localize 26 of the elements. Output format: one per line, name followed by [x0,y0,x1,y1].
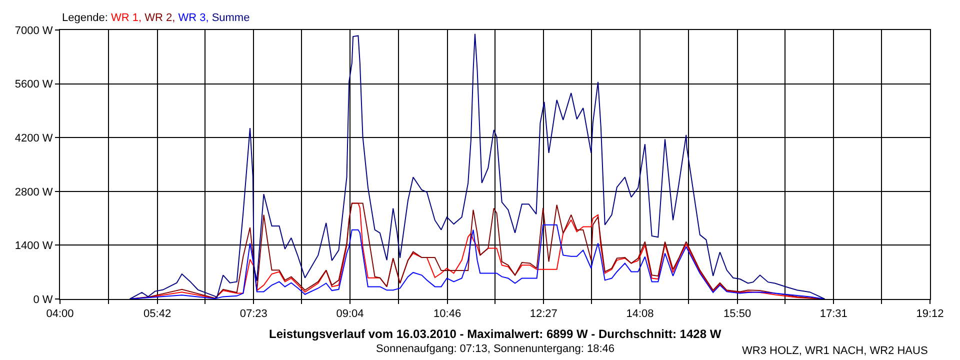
x-tick-label: 09:04 [336,308,364,320]
text: WR3 HOLZ, WR1 NACH, WR2 HAUS [742,345,928,357]
text: WR 3, [178,12,209,24]
text: Leistungsverlauf vom 16.03.2010 - Maximalwert: 6899 W - Durchschnitt: 1428 W [269,327,722,341]
text: Sonnenaufgang: 07:13, Sonnenuntergang: 18:46 [376,343,615,355]
y-tick-label: 7000 W [14,24,54,37]
y-tick-label: 0 W [33,294,54,306]
x-tick-label: 15:50 [724,308,752,320]
text: WR 2, [144,12,176,24]
text: WR 1, [110,12,142,24]
line-series [129,33,826,299]
x-tick-label: 05:42 [144,308,172,320]
x-tick-label: 12:27 [530,308,558,320]
y-tick-label: 1400 W [14,240,54,252]
y-tick-label: 5600 W [14,78,54,91]
y-tick-label: 4200 W [14,132,54,144]
line-series [129,224,826,299]
x-tick-label: 10:46 [434,308,462,320]
x-tick-label: 14:08 [626,308,654,320]
x-tick-label: 07:23 [240,308,268,320]
x-tick-label: 17:31 [820,308,848,320]
x-tick-label: 19:12 [916,308,944,320]
y-tick-label: 2800 W [14,186,54,198]
text: Summe [212,12,250,24]
legend-title: Legende: [62,12,108,24]
x-tick-label: 04:00 [46,308,74,320]
